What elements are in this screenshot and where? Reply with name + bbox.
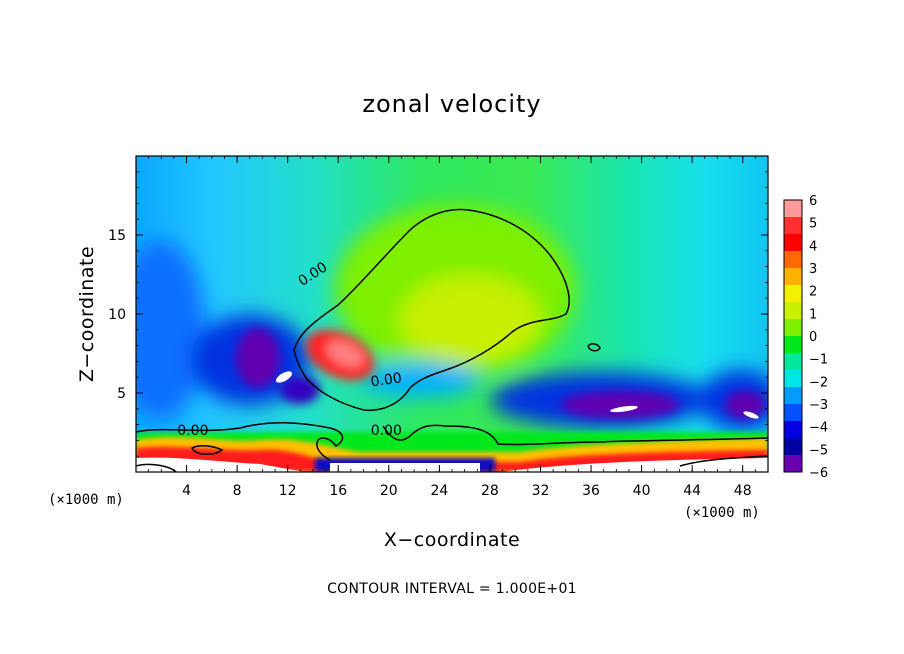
x-tick-label: 4 — [182, 483, 191, 499]
colorbar-label: −1 — [809, 353, 828, 368]
colorbar-label: 0 — [809, 330, 817, 345]
colorbar-swatch — [784, 438, 802, 456]
colorbar-label: 2 — [809, 285, 817, 300]
surface-layer — [136, 432, 768, 472]
x-tick-label: 12 — [279, 483, 297, 499]
y-tick-labels: 5 10 15 — [108, 228, 126, 402]
contour-interval-note: CONTOUR INTERVAL = 1.000E+01 — [327, 581, 577, 597]
colorbar-swatch — [784, 336, 802, 354]
colorbar-swatch — [784, 404, 802, 422]
y-tick-label: 5 — [117, 386, 126, 402]
x-tick-label: 16 — [329, 483, 347, 499]
x-tick-label: 36 — [582, 483, 600, 499]
white-gaps — [275, 371, 759, 419]
colorbar-swatch — [784, 455, 802, 473]
colorbar-swatch — [784, 387, 802, 405]
contour-label: 0.00 — [371, 423, 402, 439]
x-tick-label: 44 — [683, 483, 701, 499]
contour-label-text: 0.00 — [177, 423, 208, 439]
colorbar-label: 6 — [809, 194, 817, 209]
colorbar-swatch — [784, 370, 802, 388]
y-tick-label: 10 — [108, 307, 126, 323]
x-tick-label: 20 — [380, 483, 398, 499]
chart-title: zonal velocity — [362, 90, 541, 118]
colorbar-label: 4 — [809, 239, 817, 254]
plot-area — [136, 156, 768, 472]
colorbar-swatch — [784, 251, 802, 269]
colorbar-frame — [783, 199, 803, 473]
field-cores — [236, 328, 765, 419]
x-tick-labels: 4 8 12 16 20 24 28 32 36 40 44 48 — [182, 483, 752, 499]
contour-label: 0.00 — [177, 423, 208, 439]
contour-label-text: 0.00 — [371, 423, 402, 439]
colorbar-label: −2 — [809, 375, 828, 390]
colorbar-swatch — [784, 353, 802, 371]
colorbar-label: −5 — [809, 443, 828, 458]
colorbar-swatch — [784, 285, 802, 303]
colorbar-label: 5 — [809, 217, 817, 232]
x-tick-label: 28 — [481, 483, 499, 499]
contour-label: 0.00 — [370, 370, 403, 390]
colorbar-swatch — [784, 421, 802, 439]
colorbar-swatch — [784, 302, 802, 320]
colorbar-swatch — [784, 217, 802, 235]
zero-contours — [136, 208, 768, 472]
colorbar-swatch — [784, 319, 802, 337]
colorbar-label: −6 — [809, 466, 828, 481]
y-tick-label: 15 — [108, 228, 126, 244]
x-tick-label: 48 — [734, 483, 752, 499]
colorbar-label: −3 — [809, 398, 828, 413]
colorbar-label: 3 — [809, 262, 817, 277]
axis-ticks — [136, 156, 768, 472]
colorbar: 6 5 4 3 2 1 0 −1 −2 −3 −4 −5 −6 — [783, 194, 828, 481]
y-unit-label: (×1000 m) — [48, 492, 124, 508]
colorbar-label: 1 — [809, 307, 817, 322]
x-unit-label: (×1000 m) — [684, 505, 760, 521]
colorbar-swatch — [784, 234, 802, 252]
contour-label-text: 0.00 — [370, 370, 403, 390]
colorbar-label: −4 — [809, 421, 828, 436]
x-tick-label: 32 — [532, 483, 550, 499]
colorbar-swatch — [784, 268, 802, 286]
x-tick-label: 8 — [233, 483, 242, 499]
x-tick-label: 40 — [633, 483, 651, 499]
x-axis-label: X−coordinate — [384, 529, 520, 551]
y-axis-label: Z−coordinate — [76, 246, 98, 382]
colorbar-swatch — [784, 200, 802, 218]
x-tick-label: 24 — [430, 483, 448, 499]
